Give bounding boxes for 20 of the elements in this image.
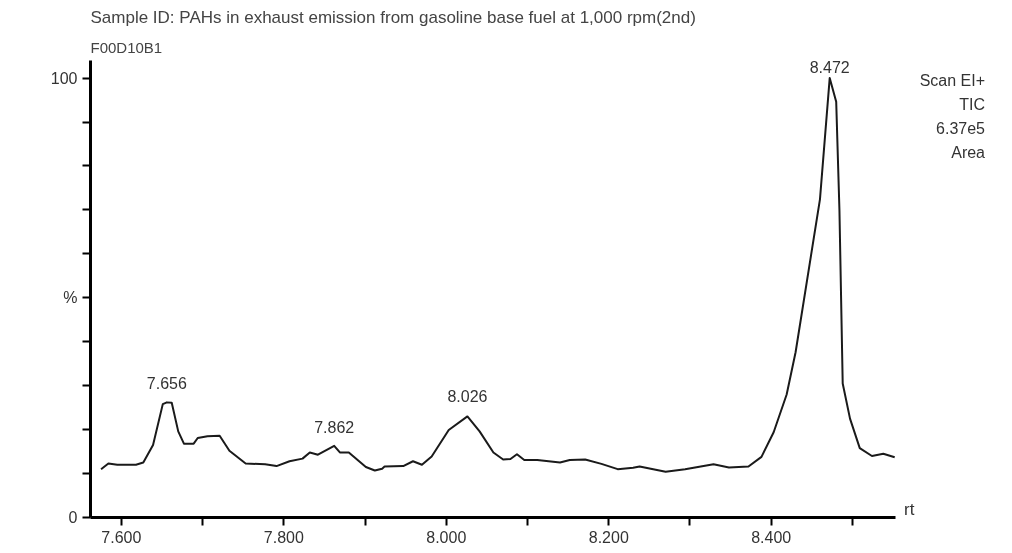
annotation: 7.656 — [146, 375, 187, 393]
x-tick-label: 7.600 — [101, 528, 142, 546]
x-tick-label: 8.000 — [426, 528, 467, 546]
y-tick-label: 0 — [68, 509, 78, 526]
x-tick-label: 8.200 — [588, 528, 629, 546]
chart-subtitle: F00D10B1 — [90, 38, 163, 56]
x-axis-title: rt — [904, 499, 915, 521]
y-tick-label: 100 — [50, 69, 78, 87]
text: TIC — [959, 95, 985, 115]
y-tick-label: % — [63, 289, 78, 307]
annotation: 8.026 — [447, 388, 488, 406]
x-tick-label: 8.400 — [751, 528, 792, 546]
text: Area — [951, 143, 985, 163]
text: 6.37e5 — [936, 119, 985, 139]
line-series — [100, 77, 896, 473]
text: Scan EI+ — [919, 71, 985, 91]
annotation: 8.472 — [809, 58, 850, 76]
chart-title: Sample ID: PAHs in exhaust emission from gasoline base fuel at 1,000 rpm(2nd) — [90, 7, 696, 27]
x-tick-label: 7.800 — [263, 528, 304, 546]
annotation: 7.862 — [314, 419, 355, 437]
